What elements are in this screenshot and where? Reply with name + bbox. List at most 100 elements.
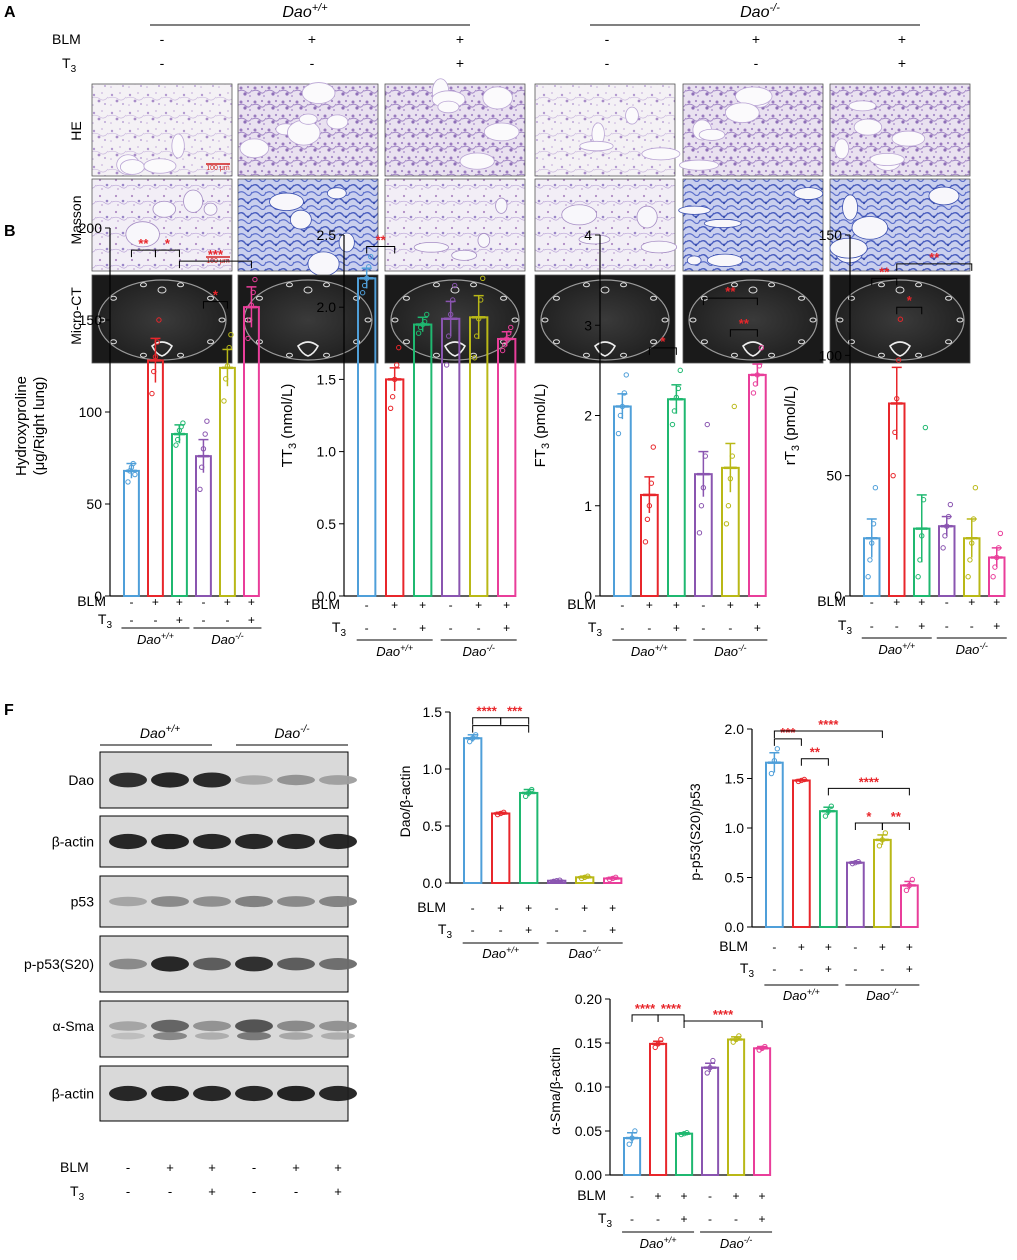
he-image — [91, 83, 233, 177]
alveolar-space — [869, 152, 905, 166]
rib-cross-section — [541, 317, 549, 323]
alveolar-space — [706, 253, 744, 267]
masson-image — [384, 178, 526, 272]
sternum — [450, 286, 460, 294]
data-point — [173, 442, 179, 448]
wb-band — [277, 896, 315, 907]
t3-sign: + — [825, 962, 832, 976]
wb-band — [193, 957, 231, 971]
rib-cross-section — [285, 352, 293, 358]
data-point — [671, 408, 678, 414]
t3-row-label: T3 — [62, 55, 77, 75]
data-point — [506, 330, 512, 336]
data-point — [897, 316, 904, 322]
he-image — [384, 78, 526, 177]
data-point — [920, 497, 927, 503]
y-axis-label: rT3 (pmol/L) — [782, 386, 802, 465]
significance-label: * — [907, 293, 913, 308]
bar — [765, 761, 784, 928]
wb-band — [193, 1020, 231, 1032]
t3-sign: + — [503, 621, 510, 635]
data-point — [882, 830, 888, 836]
significance-bracket — [827, 787, 910, 796]
micro-ct-image — [682, 274, 824, 364]
a-t3-sign: - — [605, 55, 610, 71]
y-tick-label: 0.15 — [575, 1035, 602, 1051]
row-label-masson: Masson — [68, 195, 84, 244]
y-tick-label: 1.0 — [317, 444, 337, 460]
wb-band — [193, 772, 231, 788]
t3-sign: - — [393, 621, 397, 635]
alveolar-space — [152, 200, 177, 218]
rib-cross-section — [915, 282, 923, 288]
rib-cross-section — [620, 282, 628, 288]
wb-band — [151, 772, 189, 788]
y-tick-label: 1.0 — [423, 761, 443, 777]
wb-blm-sign: - — [126, 1160, 130, 1175]
rib-cross-section — [402, 339, 410, 345]
blm-sign: + — [176, 595, 183, 609]
bar — [667, 398, 686, 597]
group-label-wt: Dao+/+ — [640, 1235, 677, 1251]
data-point — [995, 545, 1002, 551]
alveolar-space — [928, 186, 960, 206]
alveolar-space — [301, 82, 336, 104]
t3-sign: + — [993, 619, 1000, 633]
data-point — [156, 317, 162, 323]
significance-bracket — [773, 738, 802, 746]
rib-cross-section — [285, 282, 293, 288]
alveolar-space — [289, 209, 312, 230]
y-tick-label: 50 — [826, 468, 842, 484]
rib-cross-section — [139, 352, 147, 358]
blm-sign: - — [945, 595, 949, 609]
t3-sign: - — [701, 621, 705, 635]
data-point — [704, 1070, 710, 1076]
blm-sign: - — [129, 595, 133, 609]
significance-label: **** — [477, 704, 498, 719]
wb-band — [319, 895, 357, 908]
data-point — [529, 786, 535, 793]
alveolar-space — [338, 232, 355, 253]
data-point — [391, 376, 398, 383]
wb-band-label: α-Sma — [52, 1018, 94, 1034]
y-tick-label: 0.5 — [725, 870, 745, 886]
data-point — [944, 523, 950, 529]
y-axis-label: Dao/β-actin — [397, 766, 413, 838]
data-point — [990, 574, 996, 580]
rib-cross-section — [177, 282, 185, 288]
data-point — [872, 485, 879, 491]
bar — [463, 737, 483, 884]
wb-blm-sign: + — [292, 1160, 300, 1175]
significance-bracket — [702, 297, 758, 306]
significance-bracket — [657, 1014, 685, 1022]
bar — [171, 433, 188, 597]
data-point — [922, 424, 929, 431]
blm-label: BLM — [567, 596, 596, 612]
bar — [497, 337, 517, 597]
y-tick-label: 0.10 — [575, 1079, 602, 1095]
t3-label: T3 — [838, 617, 853, 637]
alveolar-space — [459, 152, 495, 170]
wb-band — [193, 896, 231, 907]
data-point — [909, 876, 915, 883]
sternum — [748, 286, 758, 294]
y-tick-label: 1 — [584, 498, 592, 514]
significance-bracket — [472, 717, 502, 725]
data-point — [228, 332, 234, 338]
wb-band — [151, 1019, 189, 1033]
blm-sign: + — [893, 595, 900, 609]
significance-label: **** — [859, 774, 880, 789]
data-point — [475, 316, 482, 322]
significance-label: **** — [635, 1001, 656, 1016]
alveolar-space — [561, 204, 598, 226]
significance-bracket — [648, 347, 677, 355]
rib-cross-section — [730, 352, 738, 358]
data-point — [681, 1130, 687, 1137]
y-tick-label: 0.00 — [575, 1167, 602, 1183]
rib-cross-section — [255, 295, 263, 301]
y-tick-label: 0.20 — [575, 991, 602, 1007]
blm-sign: - — [555, 901, 559, 915]
rib-cross-section — [511, 317, 519, 323]
